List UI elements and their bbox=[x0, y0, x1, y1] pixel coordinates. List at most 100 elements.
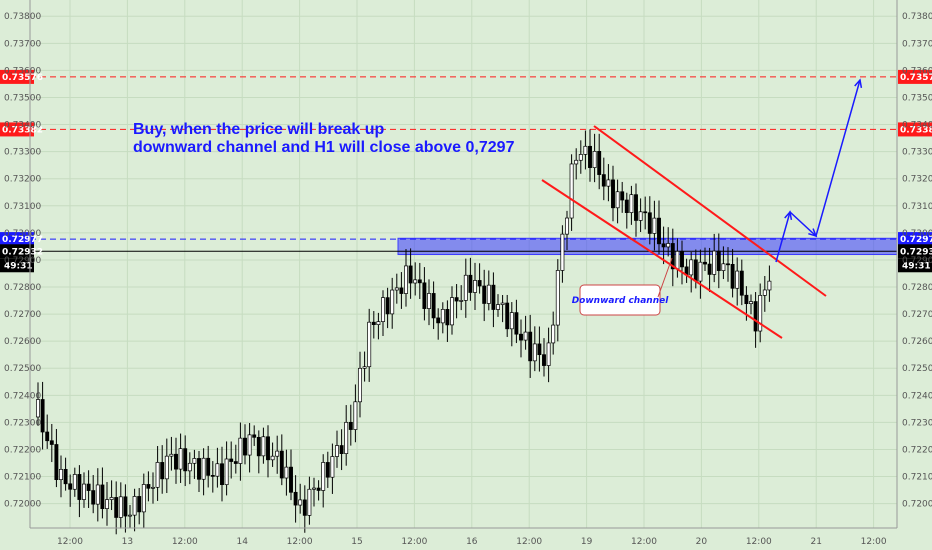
candle-body bbox=[325, 462, 330, 478]
candle-body bbox=[284, 466, 289, 479]
channel-upper-line bbox=[593, 125, 827, 297]
candle-body bbox=[164, 455, 169, 480]
candle-body bbox=[275, 450, 280, 457]
callout-box bbox=[579, 284, 661, 316]
y-tick-left: 0.72200 bbox=[4, 445, 41, 455]
drawings bbox=[541, 78, 863, 339]
candle-body bbox=[151, 486, 155, 489]
y-tick-left: 0.73200 bbox=[4, 175, 41, 185]
candle-body bbox=[312, 487, 316, 490]
price-badge bbox=[898, 232, 932, 247]
candle-body bbox=[256, 436, 261, 457]
candle-body bbox=[615, 191, 620, 209]
candle-body bbox=[749, 301, 753, 305]
candle-body bbox=[689, 259, 694, 276]
arrow-head bbox=[854, 78, 863, 89]
candle-body bbox=[279, 450, 284, 479]
candle-body bbox=[588, 145, 592, 168]
candle-body bbox=[744, 294, 749, 305]
candle-body bbox=[532, 343, 537, 362]
candle-body bbox=[739, 270, 744, 296]
candle-body bbox=[555, 270, 560, 326]
candle-body bbox=[210, 475, 215, 477]
candle-body bbox=[381, 297, 385, 322]
candle-body bbox=[408, 265, 413, 284]
candle-body bbox=[187, 462, 192, 472]
x-tick-label: 12:00 bbox=[746, 537, 772, 547]
candle-body bbox=[261, 436, 266, 457]
price-badge bbox=[0, 232, 34, 247]
candle-body bbox=[417, 279, 422, 284]
candle-body bbox=[224, 458, 229, 486]
candle-body bbox=[302, 499, 307, 516]
candle-body bbox=[413, 279, 418, 284]
y-tick-right: 0.72600 bbox=[902, 337, 932, 347]
x-tick-label: 15 bbox=[351, 537, 362, 547]
y-tick-left: 0.73100 bbox=[4, 202, 41, 212]
annotation-line-2: downward channel and H1 will close above… bbox=[133, 139, 515, 156]
candle-body bbox=[192, 458, 197, 464]
candle-body bbox=[601, 174, 606, 187]
x-tick-label: 19 bbox=[581, 537, 593, 547]
y-tick-left: 0.73700 bbox=[4, 39, 41, 49]
candle-body bbox=[459, 300, 464, 302]
candle-body bbox=[371, 321, 376, 325]
candle-body bbox=[367, 321, 372, 368]
candle-body bbox=[385, 297, 390, 315]
candle-body bbox=[486, 284, 491, 304]
candle-body bbox=[657, 217, 661, 245]
candle-body bbox=[252, 434, 257, 438]
candle-body bbox=[661, 243, 666, 248]
candle-body bbox=[155, 462, 160, 488]
candle-body bbox=[569, 163, 574, 219]
candle-body bbox=[293, 491, 298, 506]
candle-body bbox=[675, 250, 680, 270]
x-tick-label: 12:00 bbox=[287, 537, 313, 547]
candle-body bbox=[762, 289, 767, 296]
candle-body bbox=[183, 448, 188, 472]
resistance-zone bbox=[397, 237, 898, 256]
candle-body bbox=[316, 487, 321, 491]
y-tick-right: 0.73500 bbox=[902, 93, 932, 103]
y-tick-right: 0.72300 bbox=[902, 418, 932, 428]
price-badge-label: 0.73382 bbox=[900, 125, 932, 135]
candle-body bbox=[611, 179, 615, 209]
candle-body bbox=[537, 343, 542, 356]
candle-body bbox=[339, 445, 344, 454]
candle-body bbox=[542, 354, 546, 366]
candle-body bbox=[137, 496, 142, 513]
candle-body bbox=[468, 274, 473, 293]
candle-body bbox=[491, 284, 496, 310]
y-tick-left: 0.72600 bbox=[4, 337, 41, 347]
candle-body bbox=[565, 217, 569, 235]
candle-body bbox=[753, 301, 758, 332]
candle-body bbox=[666, 243, 671, 248]
candle-body bbox=[450, 297, 454, 326]
candle-body bbox=[298, 499, 303, 506]
candle-body bbox=[519, 333, 523, 341]
candle-body bbox=[399, 287, 404, 294]
candle-body bbox=[454, 297, 459, 302]
x-tick-label: 20 bbox=[696, 537, 708, 547]
candle-body bbox=[712, 250, 717, 275]
y-tick-left: 0.73400 bbox=[4, 121, 41, 131]
candle-body bbox=[238, 437, 243, 464]
candle-body bbox=[473, 280, 477, 293]
candle-body bbox=[477, 280, 482, 287]
candle-body bbox=[270, 455, 275, 461]
candle-body bbox=[289, 466, 293, 493]
channel-lower-line bbox=[541, 179, 783, 339]
candle-body bbox=[247, 434, 252, 456]
candle-body bbox=[77, 474, 82, 500]
candle-body bbox=[95, 484, 100, 505]
y-tick-left: 0.72700 bbox=[4, 310, 41, 320]
candle-body bbox=[321, 462, 326, 491]
candle-body bbox=[730, 263, 735, 289]
candle-body bbox=[482, 285, 487, 304]
candle-body bbox=[91, 490, 96, 505]
y-tick-right: 0.73600 bbox=[902, 66, 932, 76]
x-tick-label: 12:00 bbox=[57, 537, 83, 547]
candle-body bbox=[394, 287, 399, 291]
candle-body bbox=[118, 496, 123, 518]
